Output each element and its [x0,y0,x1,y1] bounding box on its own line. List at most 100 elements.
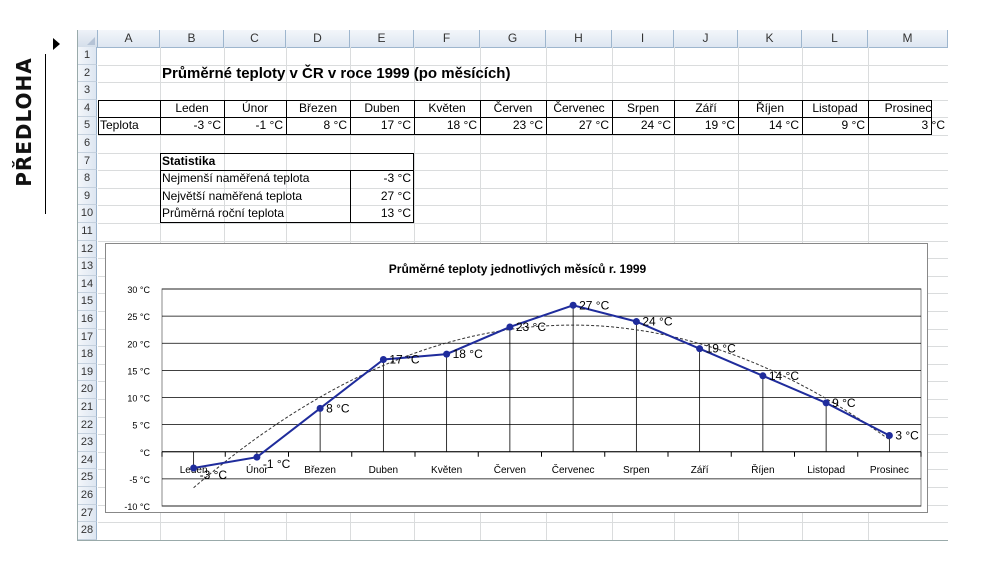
month-header[interactable]: Listopad [812,100,858,115]
temperature-value[interactable]: 8 °C [323,118,347,133]
side-label: PŘEDLOHA [2,40,42,210]
row-label-teplota[interactable]: Teplota [100,118,139,133]
row-header-8[interactable]: 8 [78,170,97,188]
month-header[interactable]: Říjen [755,100,784,115]
column-header-m[interactable]: M [868,30,948,47]
data-point [253,453,261,461]
row-header-26[interactable]: 26 [78,487,97,505]
month-header[interactable]: Prosinec [884,100,932,115]
column-header-a[interactable]: A [98,30,160,47]
row-header-12[interactable]: 12 [78,240,97,259]
column-header-c[interactable]: C [224,30,286,47]
temperature-value[interactable]: 14 °C [768,118,799,133]
month-header[interactable]: Květen [428,100,466,115]
row-header-21[interactable]: 21 [78,399,97,417]
table-col-separator [674,99,675,135]
row-header-19[interactable]: 19 [78,363,97,382]
data-label: 24 °C [642,315,672,329]
temperature-value[interactable]: 27 °C [578,118,609,133]
row-header-3[interactable]: 3 [78,82,97,100]
row-header-14[interactable]: 14 [78,275,97,294]
temperature-value[interactable]: -3 °C [193,118,221,133]
column-header-i[interactable]: I [612,30,674,47]
row-header-20[interactable]: 20 [78,381,97,399]
row-header-23[interactable]: 23 [78,434,97,452]
row-header-18[interactable]: 18 [78,346,97,364]
gridline-h [98,170,948,172]
row-header-2[interactable]: 2 [78,64,97,83]
chart[interactable]: Průměrné teploty jednotlivých měsíců r. … [105,243,928,513]
row-header-1[interactable]: 1 [78,47,97,65]
row-header-17[interactable]: 17 [78,328,97,347]
month-header[interactable]: Červenec [553,100,605,115]
statistics-value[interactable]: 13 °C [380,206,411,221]
row-header-4[interactable]: 4 [78,99,97,118]
x-tick-label: Září [691,465,709,476]
table-col-separator [546,99,547,135]
row-header-10[interactable]: 10 [78,205,97,223]
temperature-value[interactable]: 9 °C [841,118,865,133]
statistics-label[interactable]: Největší naměřená teplota [162,188,303,203]
row-header-7[interactable]: 7 [78,152,97,171]
temperature-value[interactable]: 19 °C [704,118,735,133]
row-header-15[interactable]: 15 [78,293,97,311]
column-header-d[interactable]: D [286,30,350,47]
x-tick-label: Únor [246,463,268,476]
x-tick-label: Březen [304,465,336,476]
column-header-g[interactable]: G [480,30,546,47]
column-header-k[interactable]: K [738,30,802,47]
statistics-header[interactable]: Statistika [162,153,216,168]
column-header-b[interactable]: B [160,30,224,47]
month-header[interactable]: Červen [493,100,533,115]
row-header-5[interactable]: 5 [78,117,97,135]
row-header-13[interactable]: 13 [78,258,97,276]
data-point [696,345,704,353]
column-header-f[interactable]: F [414,30,480,47]
month-header[interactable]: Srpen [626,100,660,115]
y-tick-label: 15 °C [127,366,150,376]
month-header[interactable]: Únor [241,100,268,115]
sheet-title[interactable]: Průměrné teploty v ČR v roce 1999 (po mě… [162,64,511,82]
month-header[interactable]: Duben [364,100,400,115]
temperature-value[interactable]: 3 °C [921,118,945,133]
temperature-value[interactable]: 18 °C [446,118,477,133]
statistics-label[interactable]: Nejmenší naměřená teplota [162,171,310,186]
data-point [316,404,324,412]
table-col-separator [414,99,415,135]
data-point [632,318,640,326]
row-header-24[interactable]: 24 [78,451,97,470]
row-header-25[interactable]: 25 [78,469,97,487]
select-all-corner[interactable] [78,30,98,47]
column-header-h[interactable]: H [546,30,612,47]
temperature-value[interactable]: 24 °C [640,118,671,133]
column-header-e[interactable]: E [350,30,414,47]
statistics-label[interactable]: Průměrná roční teplota [162,206,285,221]
y-tick-label: 30 °C [127,285,150,295]
temperature-value[interactable]: -1 °C [255,118,283,133]
table-col-separator [160,99,161,135]
month-header[interactable]: Březen [298,100,338,115]
row-header-28[interactable]: 28 [78,522,97,540]
gridline-h [98,240,948,242]
data-label: 17 °C [389,353,419,367]
statistics-value[interactable]: -3 °C [383,171,411,186]
y-tick-label: 20 °C [127,339,150,349]
column-header-j[interactable]: J [674,30,738,47]
data-label: 3 °C [895,428,919,442]
column-header-l[interactable]: L [802,30,868,47]
statistics-value[interactable]: 27 °C [380,188,411,203]
row-header-22[interactable]: 22 [78,416,97,435]
table-col-separator [286,99,287,135]
row-header-16[interactable]: 16 [78,311,97,329]
month-header[interactable]: Září [695,100,717,115]
month-header[interactable]: Leden [175,100,209,115]
row-header-9[interactable]: 9 [78,187,97,206]
gridline-h [98,223,948,224]
data-label: -1 °C [263,457,291,471]
row-header-6[interactable]: 6 [78,135,97,153]
row-header-11[interactable]: 11 [78,223,97,241]
chart-svg: -10 °C -5 °C °C 5 °C 10 °C 15 °C 20 °C 25 °C 30 … [124,285,922,512]
row-header-27[interactable]: 27 [78,504,97,523]
temperature-value[interactable]: 23 °C [512,118,543,133]
temperature-value[interactable]: 17 °C [380,118,411,133]
